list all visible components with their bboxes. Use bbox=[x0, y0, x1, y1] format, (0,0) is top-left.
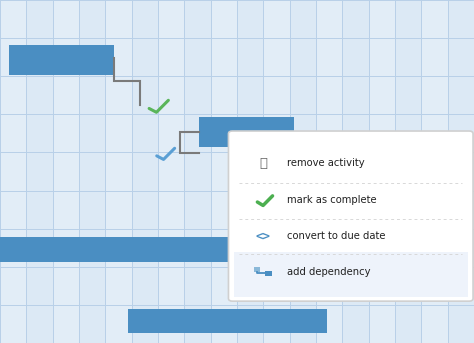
FancyBboxPatch shape bbox=[228, 131, 473, 301]
Bar bbox=[316, 0, 342, 343]
Bar bbox=[264, 0, 290, 343]
Text: <>: <> bbox=[255, 229, 271, 243]
Bar bbox=[0, 0, 27, 343]
Bar bbox=[53, 0, 79, 343]
Bar bbox=[128, 309, 327, 333]
Bar bbox=[0, 237, 393, 262]
Bar bbox=[265, 271, 272, 276]
Text: mark as complete: mark as complete bbox=[287, 194, 376, 205]
Text: add dependency: add dependency bbox=[287, 267, 370, 277]
Bar bbox=[105, 0, 132, 343]
Bar bbox=[254, 267, 260, 272]
Text: 🗑: 🗑 bbox=[259, 157, 267, 170]
Bar bbox=[9, 45, 114, 75]
Bar bbox=[210, 0, 237, 343]
Bar bbox=[369, 0, 395, 343]
Bar bbox=[158, 0, 184, 343]
Bar bbox=[234, 252, 468, 297]
Text: convert to due date: convert to due date bbox=[287, 231, 385, 241]
Bar bbox=[199, 117, 294, 147]
Text: remove activity: remove activity bbox=[287, 158, 365, 168]
Bar bbox=[421, 0, 447, 343]
